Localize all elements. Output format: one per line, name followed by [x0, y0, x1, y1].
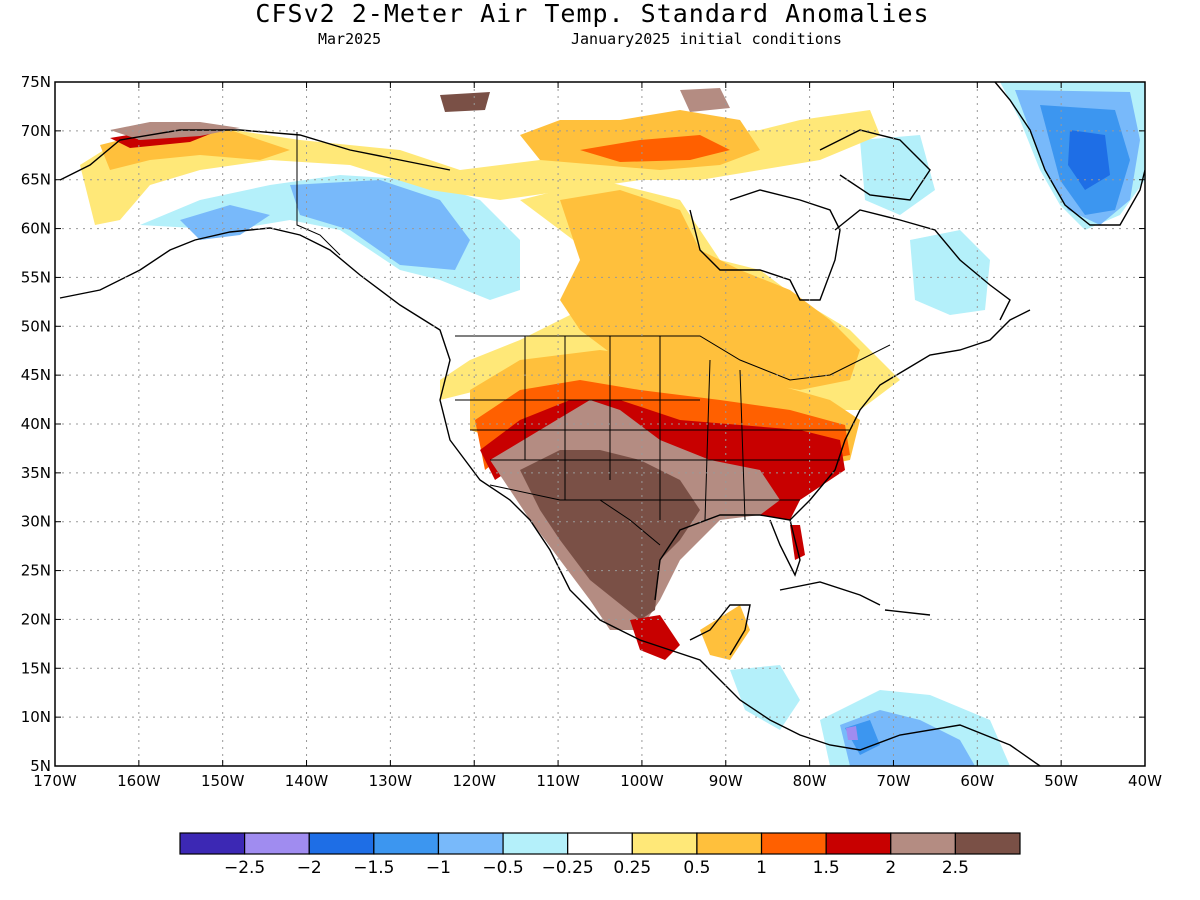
anomaly-region-south-america-mid — [840, 710, 975, 766]
anomaly-region-arctic-brown-3 — [680, 88, 730, 112]
coastline-east — [789, 309, 1031, 521]
border-alaska-canada — [296, 132, 341, 256]
map-title: CFSv2 2-Meter Air Temp. Standard Anomali… — [255, 0, 930, 28]
lat-tick-label: 75N — [21, 73, 51, 91]
anomaly-fields — [80, 82, 1145, 766]
coastline-cuba — [779, 581, 881, 606]
lon-tick-label: 140W — [285, 772, 329, 790]
colorbar-swatch — [631, 832, 698, 855]
lat-tick-label: 15N — [21, 659, 51, 677]
colorbar-swatch — [567, 832, 633, 855]
coastline-hispaniola — [884, 609, 931, 616]
lon-tick-label: 40W — [1128, 772, 1162, 790]
lon-tick-label: 100W — [620, 772, 664, 790]
anomaly-region-arctic-brown-2 — [440, 92, 490, 112]
colorbar-label: 2.5 — [942, 858, 969, 878]
lat-tick-label: 25N — [21, 562, 51, 580]
lat-tick-label: 20N — [21, 610, 51, 628]
anomaly-region-arctic-archipelago-orange — [580, 135, 730, 162]
lon-tick-label: 110W — [536, 772, 580, 790]
colorbar-label: −1.5 — [353, 858, 394, 878]
anomaly-region-central-america — [730, 665, 800, 730]
lat-tick-label: 55N — [21, 268, 51, 286]
lat-tick-label: 60N — [21, 220, 51, 238]
lat-tick-label: 45N — [21, 366, 51, 384]
anomaly-region-yukon-mid — [290, 180, 470, 270]
colorbar: −2.5 −2 −1.5 −1 −0.5 −0.25 0.25 0.5 1 1.5 2 2.5 — [179, 832, 1021, 878]
coastline-hudson-bay — [689, 189, 841, 301]
coastlines — [59, 82, 1145, 766]
anomaly-region-venezuela-cold — [846, 726, 858, 740]
colorbar-swatch — [244, 832, 310, 855]
forecast-month: Mar2025 — [318, 30, 382, 48]
lon-tick-label: 50W — [1044, 772, 1078, 790]
colorbar-swatch — [373, 832, 440, 855]
colorbar-label: 0.5 — [683, 858, 710, 878]
lat-tick-label: 10N — [21, 708, 51, 726]
anomaly-region-mexico-south-red — [630, 615, 680, 660]
colorbar-label: −0.25 — [542, 858, 594, 878]
lat-tick-label: 65N — [21, 171, 51, 189]
colorbar-label: 1.5 — [813, 858, 840, 878]
colorbar-label: −0.5 — [482, 858, 523, 878]
coastline-gulf-mexico — [654, 514, 801, 601]
lat-tick-label: 70N — [21, 122, 51, 140]
colorbar-swatch — [437, 832, 504, 855]
colorbar-swatch — [696, 832, 763, 855]
lon-tick-label: 60W — [960, 772, 994, 790]
anomaly-region-greenland-core — [1068, 130, 1110, 190]
colorbar-swatch — [825, 832, 892, 855]
lon-tick-label: 70W — [877, 772, 911, 790]
colorbar-swatch — [502, 832, 569, 855]
colorbar-swatch — [954, 832, 1021, 855]
lat-tick-label: 40N — [21, 415, 51, 433]
coastline-baffin — [819, 129, 931, 201]
lon-tick-label: 160W — [117, 772, 161, 790]
coastline-north-america — [59, 227, 1041, 766]
lon-tick-label: 130W — [369, 772, 413, 790]
political-borders — [296, 132, 891, 546]
anomaly-region-labrador — [910, 230, 990, 315]
lat-tick-label: 35N — [21, 464, 51, 482]
lat-tick-label: 30N — [21, 513, 51, 531]
border-us-canada — [455, 335, 891, 381]
lat-tick-label: 50N — [21, 317, 51, 335]
gridlines — [55, 82, 1145, 766]
border-states-horizontal — [455, 399, 850, 501]
border-states-vertical — [524, 336, 746, 521]
anomaly-region-yucatan-warm — [700, 605, 750, 660]
coastline-alaska-north — [59, 129, 451, 181]
colorbar-label: −1 — [426, 858, 451, 878]
initial-conditions: January2025 initial conditions — [571, 30, 842, 48]
lat-tick-label: 5N — [30, 757, 51, 775]
colorbar-label: −2 — [297, 858, 322, 878]
colorbar-swatch — [890, 832, 956, 855]
lon-tick-label: 150W — [201, 772, 245, 790]
lon-tick-label: 170W — [33, 772, 77, 790]
colorbar-swatch — [760, 832, 827, 855]
lon-tick-label: 120W — [452, 772, 496, 790]
colorbar-swatch — [179, 832, 246, 855]
coastline-labrador — [834, 209, 1011, 321]
anomaly-region-gulf-alaska — [180, 205, 270, 240]
coastline-greenland — [994, 82, 1145, 226]
anomaly-region-canada-orange — [560, 190, 860, 390]
longitude-axis: 170W 160W 150W 140W 130W 120W 110W 100W 90W 80W 70… — [33, 82, 1162, 790]
colorbar-swatch — [308, 832, 375, 855]
colorbar-label: 1 — [756, 858, 767, 878]
colorbar-label: 0.25 — [613, 858, 651, 878]
colorbar-label: 2 — [885, 858, 896, 878]
colorbar-label: −2.5 — [224, 858, 265, 878]
lon-tick-label: 80W — [793, 772, 827, 790]
lon-tick-label: 90W — [709, 772, 743, 790]
anomaly-region-baffin — [860, 135, 935, 215]
latitude-axis: 75N 70N 65N 60N 55N 50N 45N 40N 35N 30N 25N 20N 15N 1… — [21, 73, 1145, 775]
coastline-yucatan — [689, 604, 751, 656]
